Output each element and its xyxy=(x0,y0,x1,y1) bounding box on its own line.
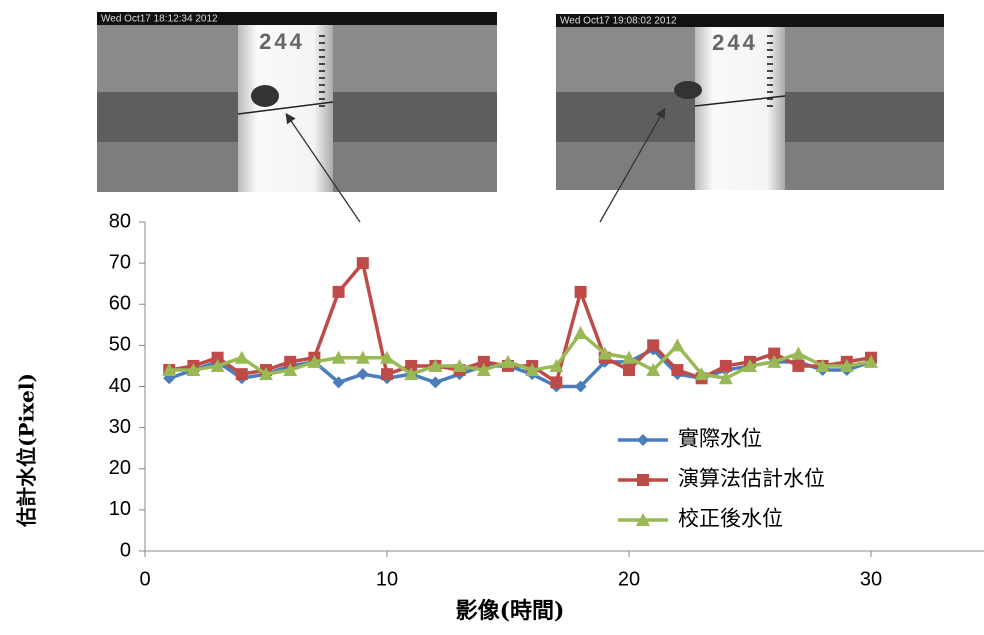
legend-label: 演算法估計水位 xyxy=(678,467,825,491)
x-axis-label: 影像(時間) xyxy=(456,598,565,624)
point xyxy=(791,346,806,360)
point xyxy=(636,513,650,526)
y-tick-label: 20 xyxy=(109,457,131,479)
point xyxy=(768,347,781,360)
point xyxy=(162,363,177,377)
point xyxy=(356,257,369,270)
y-tick-label: 80 xyxy=(109,210,131,232)
point xyxy=(211,351,224,364)
y-tick-label: 30 xyxy=(109,416,131,438)
point xyxy=(637,474,649,486)
point xyxy=(670,338,685,352)
point xyxy=(307,354,322,368)
point xyxy=(405,359,418,372)
point xyxy=(573,326,588,340)
point xyxy=(792,359,805,372)
photo: Wed Oct17 18:12:34 2012 244 xyxy=(97,12,497,192)
point xyxy=(815,358,830,372)
photo: Wed Oct17 19:08:02 2012 244 xyxy=(556,14,944,190)
point xyxy=(284,355,297,368)
legend-label: 校正後水位 xyxy=(678,507,783,531)
point xyxy=(574,285,587,298)
point xyxy=(381,368,393,381)
point xyxy=(429,376,442,389)
point xyxy=(694,367,709,381)
point xyxy=(380,350,394,364)
point xyxy=(404,367,419,381)
point xyxy=(623,364,635,377)
point xyxy=(647,339,660,352)
legend-label: 實際水位 xyxy=(678,427,762,451)
x-tick-label: 30 xyxy=(860,568,882,590)
point xyxy=(864,354,878,368)
point xyxy=(549,358,564,372)
point xyxy=(574,380,587,393)
point xyxy=(622,350,636,364)
point xyxy=(428,358,443,372)
y-tick-label: 50 xyxy=(109,334,131,356)
point xyxy=(234,350,249,364)
point xyxy=(501,354,515,368)
photo-timestamp: Wed Oct17 19:08:02 2012 xyxy=(560,16,677,27)
y-tick-label: 0 xyxy=(120,539,131,561)
arrow xyxy=(599,107,666,223)
scale-label: 244 xyxy=(259,29,305,54)
x-tick-label: 10 xyxy=(376,568,398,590)
point xyxy=(719,359,732,372)
y-tick-label: 10 xyxy=(109,498,131,520)
y-tick-label: 60 xyxy=(109,293,131,315)
point xyxy=(477,355,490,368)
point xyxy=(452,358,467,372)
x-tick-label: 20 xyxy=(618,568,640,590)
point xyxy=(331,350,346,364)
scale-label: 244 xyxy=(712,30,758,55)
x-tick-label: 0 xyxy=(139,568,150,590)
point xyxy=(259,367,273,381)
y-tick-label: 40 xyxy=(109,375,131,397)
point xyxy=(476,363,491,377)
point xyxy=(637,434,649,446)
point xyxy=(356,368,369,381)
point xyxy=(355,350,370,364)
point xyxy=(283,363,298,377)
point xyxy=(743,358,757,372)
point xyxy=(646,363,661,377)
point xyxy=(210,358,225,372)
point xyxy=(671,364,684,377)
y-tick-label: 70 xyxy=(109,251,131,273)
point xyxy=(839,358,854,372)
point xyxy=(332,376,345,389)
arrow xyxy=(285,112,361,223)
point xyxy=(597,346,612,360)
point xyxy=(186,363,201,377)
point xyxy=(550,376,563,389)
point xyxy=(332,285,345,298)
point xyxy=(235,368,248,381)
y-axis-label: 估計水位(Pixel) xyxy=(15,373,39,528)
point xyxy=(525,363,540,377)
point xyxy=(767,354,782,368)
point xyxy=(718,371,733,385)
photo-timestamp: Wed Oct17 18:12:34 2012 xyxy=(101,14,218,25)
